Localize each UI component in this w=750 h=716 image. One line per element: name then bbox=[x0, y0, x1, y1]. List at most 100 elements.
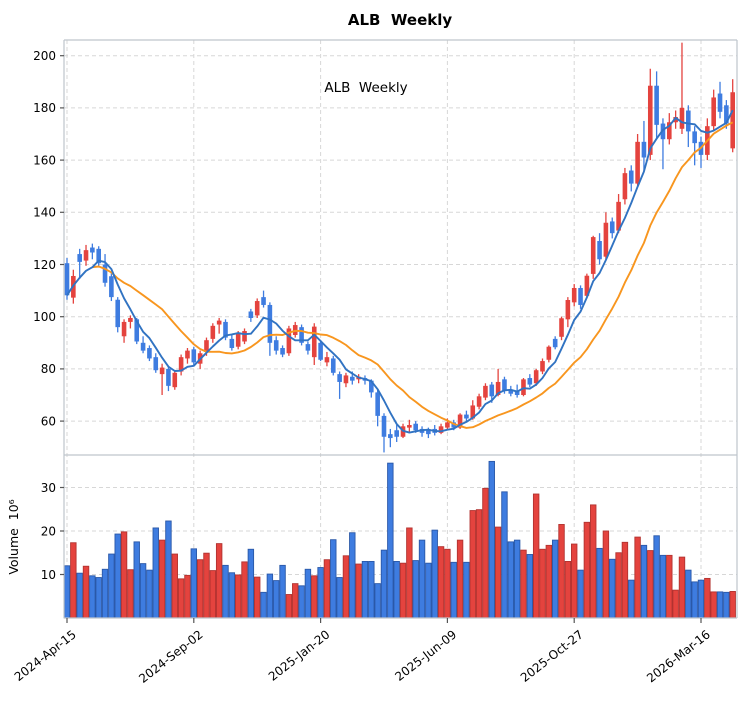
candle-body-up bbox=[457, 414, 463, 428]
candle-body-down bbox=[527, 378, 533, 385]
candle-body-up bbox=[571, 287, 577, 303]
candle-body-up bbox=[204, 340, 209, 352]
candle-body-down bbox=[692, 131, 697, 144]
volume-bar-up bbox=[590, 504, 597, 619]
candle-body-up bbox=[128, 318, 133, 322]
volume-bar-up bbox=[323, 559, 331, 619]
candle-body-down bbox=[413, 423, 418, 431]
price-tick-label: 140 bbox=[33, 206, 56, 220]
candle-body-up bbox=[565, 299, 571, 320]
volume-bar-down bbox=[551, 539, 559, 619]
volume-bar-up bbox=[482, 487, 489, 619]
fast-moving-average-line bbox=[66, 109, 734, 434]
volume-bar-up bbox=[564, 561, 572, 619]
volume-bar-down bbox=[425, 562, 432, 619]
inner-chart-label: ALB Weekly bbox=[324, 80, 407, 96]
candle-body-up bbox=[83, 250, 89, 261]
volume-bar-up bbox=[209, 570, 217, 619]
moving-average-lines bbox=[66, 109, 734, 434]
candle-body-down bbox=[248, 311, 254, 319]
candle-body-down bbox=[134, 319, 140, 342]
candle-body-up bbox=[407, 425, 412, 428]
candle-body-down bbox=[267, 304, 273, 343]
candle-body-up bbox=[242, 331, 247, 342]
volume-bar-up bbox=[120, 531, 128, 619]
candle-body-up bbox=[635, 141, 640, 184]
candle-body-down bbox=[426, 430, 431, 435]
volume-bar-up bbox=[678, 556, 686, 619]
volume-bar-up bbox=[437, 546, 445, 619]
volume-bar-up bbox=[444, 548, 451, 619]
volume-bar-down bbox=[526, 554, 534, 619]
candle-body-up bbox=[559, 318, 564, 337]
volume-bar-down bbox=[89, 575, 96, 619]
volume-bar-up bbox=[203, 552, 210, 619]
volume-bar-up bbox=[171, 553, 178, 619]
volume-bar-down bbox=[501, 491, 508, 619]
candle-body-up bbox=[679, 107, 685, 129]
candle-body-down bbox=[502, 379, 507, 392]
volume-bar-down bbox=[450, 561, 457, 619]
candle-body-up bbox=[324, 357, 330, 363]
volume-tick-label: 30 bbox=[41, 481, 56, 495]
candle-body-down bbox=[628, 170, 634, 184]
candle-body-up bbox=[647, 85, 653, 155]
volume-bar-down bbox=[653, 535, 660, 619]
candle-body-up bbox=[178, 357, 184, 372]
volume-bar-down bbox=[577, 569, 584, 619]
volume-bar-down bbox=[412, 560, 419, 619]
candle-body-down bbox=[597, 241, 602, 260]
candle-body-down bbox=[90, 247, 95, 253]
candle-body-down bbox=[299, 327, 304, 343]
volume-bar-down bbox=[190, 548, 198, 619]
candle-body-down bbox=[305, 344, 311, 351]
candle-body-up bbox=[495, 381, 501, 395]
volume-bar-up bbox=[406, 527, 413, 619]
volume-bar-down bbox=[596, 547, 603, 619]
volume-bar-up bbox=[215, 543, 223, 619]
volume-bars bbox=[63, 460, 736, 619]
volume-bar-down bbox=[76, 572, 83, 619]
candle-body-down bbox=[330, 358, 336, 373]
date-tick-label: 2024-Sep-02 bbox=[136, 627, 205, 685]
volume-bar-down bbox=[380, 549, 388, 619]
volume-bar-down bbox=[393, 561, 400, 619]
candle-body-down bbox=[350, 376, 355, 381]
volume-bar-down bbox=[374, 583, 381, 619]
candle-body-up bbox=[540, 361, 545, 372]
volume-bar-down bbox=[273, 580, 280, 619]
volume-bar-up bbox=[342, 555, 350, 619]
candle-body-up bbox=[622, 173, 628, 200]
candlesticks bbox=[64, 42, 735, 453]
candle-body-up bbox=[533, 370, 539, 384]
volume-bar-up bbox=[127, 569, 134, 619]
candle-body-down bbox=[77, 254, 82, 262]
date-tick-label: 2025-Jun-09 bbox=[392, 627, 459, 684]
candle-body-down bbox=[96, 248, 101, 264]
volume-bar-up bbox=[241, 561, 248, 619]
volume-bar-down bbox=[95, 577, 102, 619]
volume-bar-up bbox=[399, 562, 407, 619]
volume-bar-up bbox=[532, 493, 540, 619]
volume-bar-down bbox=[336, 577, 343, 619]
candle-body-down bbox=[223, 321, 228, 338]
volume-bar-up bbox=[545, 544, 553, 619]
candle-body-up bbox=[172, 372, 178, 388]
candle-body-down bbox=[508, 389, 514, 394]
volume-bar-up bbox=[469, 510, 476, 619]
candle-body-down bbox=[451, 422, 457, 428]
volume-bar-down bbox=[507, 541, 514, 619]
volume-bar-up bbox=[615, 552, 622, 619]
candle-body-down bbox=[261, 297, 266, 305]
volume-bar-up bbox=[666, 554, 673, 619]
candle-body-down bbox=[153, 357, 159, 371]
candle-body-down bbox=[552, 338, 558, 348]
candle-body-up bbox=[667, 122, 672, 140]
volume-bar-down bbox=[222, 564, 229, 619]
volume-bar-up bbox=[196, 559, 204, 619]
volume-bar-down bbox=[387, 462, 394, 619]
candle-body-down bbox=[369, 380, 374, 393]
volume-bar-up bbox=[558, 524, 565, 619]
candle-body-up bbox=[483, 385, 488, 398]
candle-body-up bbox=[254, 301, 260, 316]
